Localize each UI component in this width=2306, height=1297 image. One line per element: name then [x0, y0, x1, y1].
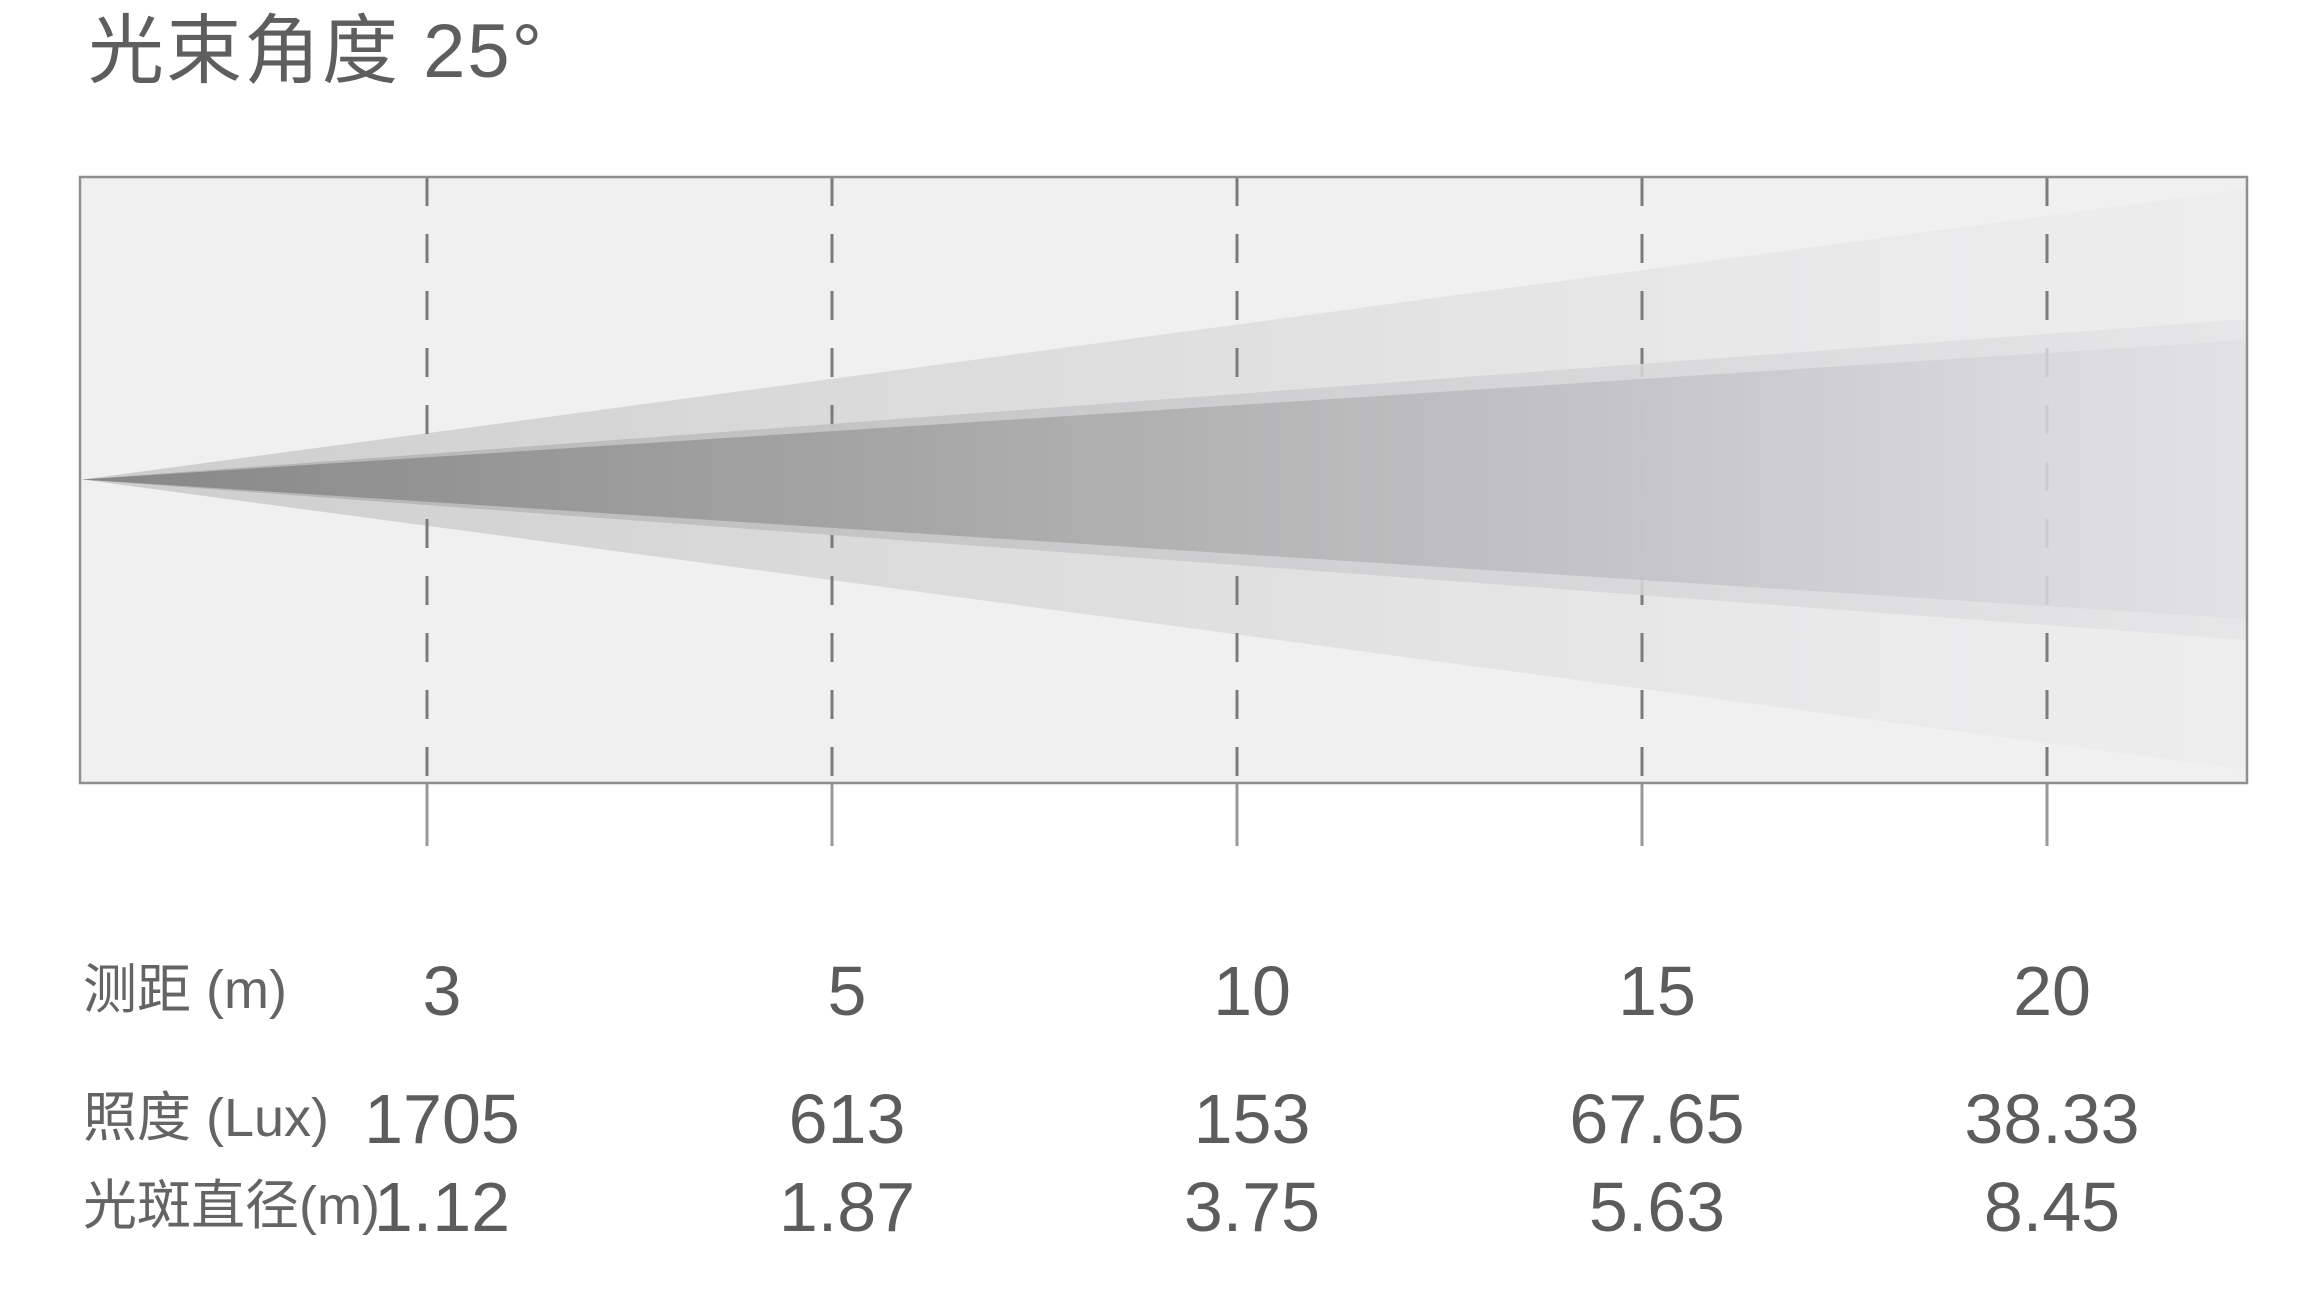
distance-value: 10	[1213, 952, 1291, 1030]
distance-value: 5	[827, 952, 867, 1030]
illuminance-value: 38.33	[1964, 1080, 2140, 1158]
row-label-distance: 测距 (m)	[83, 960, 287, 1020]
row-label-spot-diameter: 光斑直径(m)	[83, 1176, 380, 1236]
distance-value: 20	[2013, 952, 2091, 1030]
illuminance-value: 67.65	[1569, 1080, 1745, 1158]
beam-inner-cone	[82, 340, 2246, 619]
distance-value: 3	[422, 952, 462, 1030]
page-title: 光束角度 25°	[88, 9, 545, 94]
spot-diameter-value: 5.63	[1588, 1168, 1726, 1246]
distance-value: 15	[1618, 952, 1696, 1030]
spot-diameter-value: 1.87	[778, 1168, 916, 1246]
spot-diameter-value: 1.12	[373, 1168, 511, 1246]
row-label-illuminance: 照度 (Lux)	[83, 1088, 330, 1148]
illuminance-value: 153	[1193, 1080, 1311, 1158]
illuminance-value: 1705	[364, 1080, 520, 1158]
spot-diameter-value: 3.75	[1183, 1168, 1321, 1246]
distance-ticks	[425, 784, 2049, 846]
spot-diameter-value: 8.45	[1983, 1168, 2121, 1246]
diagram-frame-border	[78, 175, 2249, 785]
illuminance-value: 613	[788, 1080, 906, 1158]
